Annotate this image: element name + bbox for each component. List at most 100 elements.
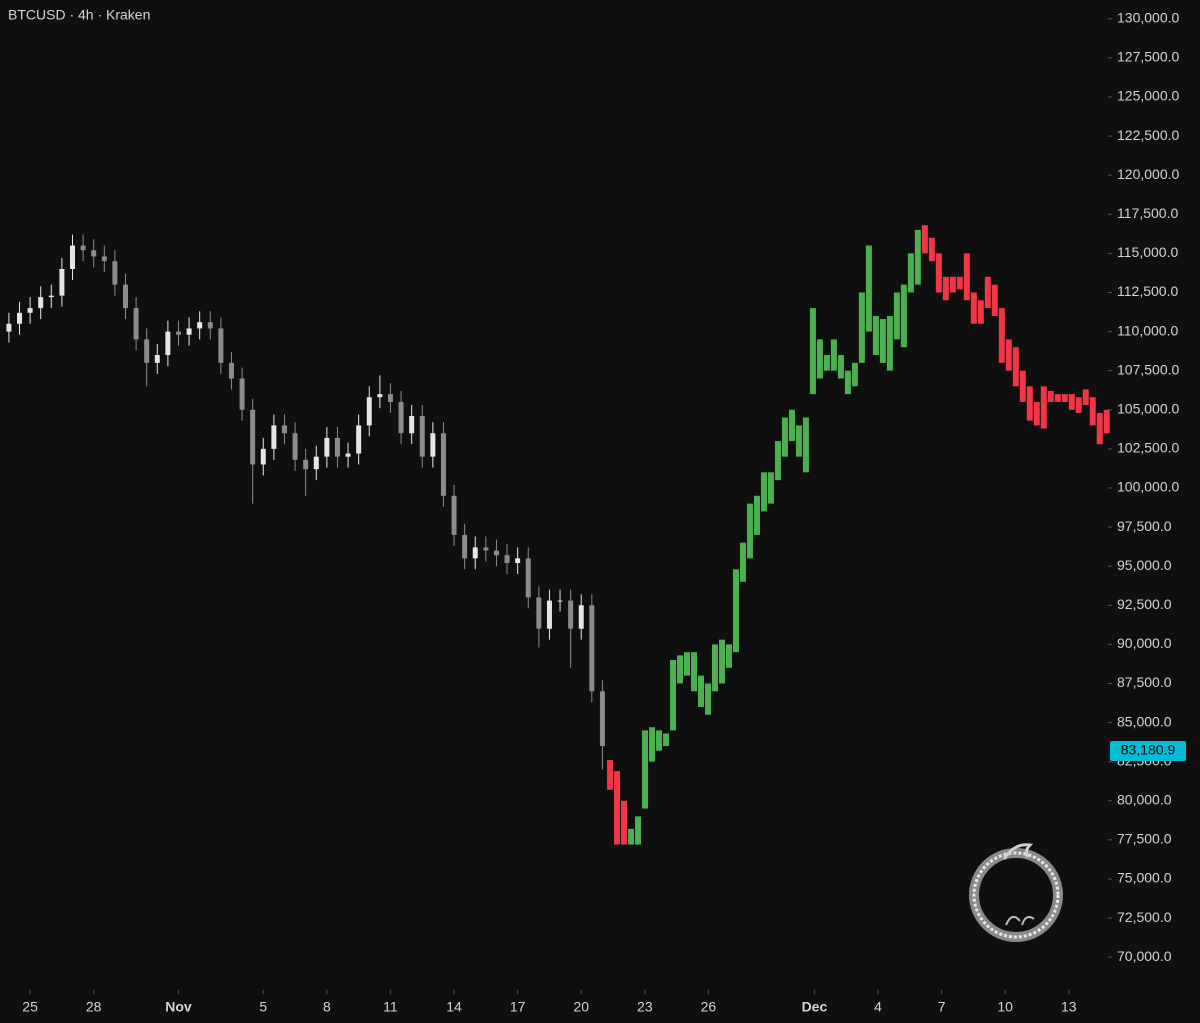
range-bar xyxy=(942,276,949,301)
last-price-box xyxy=(1110,741,1186,762)
candle-body xyxy=(462,534,468,559)
candle-body xyxy=(260,448,266,465)
candle-body xyxy=(366,397,372,426)
range-bar xyxy=(949,276,956,293)
candle-body xyxy=(451,495,457,535)
range-bar xyxy=(705,683,712,715)
candle-body xyxy=(292,433,298,460)
range-bar xyxy=(1103,409,1110,434)
y-tick-label: 130,000.0 xyxy=(1117,9,1179,25)
range-bar xyxy=(788,409,795,442)
candle-body xyxy=(197,322,203,329)
range-bar xyxy=(900,284,907,348)
logo xyxy=(969,843,1063,942)
range-bar xyxy=(970,292,977,324)
y-tick-label: 100,000.0 xyxy=(1117,479,1179,495)
range-bar xyxy=(858,292,865,363)
range-bar xyxy=(781,417,788,457)
x-tick-label: 14 xyxy=(446,999,462,1015)
y-tick-label: 97,500.0 xyxy=(1117,518,1172,534)
range-bar xyxy=(663,733,670,747)
x-tick-label: Nov xyxy=(165,999,192,1015)
y-tick-label: 85,000.0 xyxy=(1117,713,1172,729)
x-tick-label: 11 xyxy=(383,999,398,1015)
y-tick-label: 120,000.0 xyxy=(1117,166,1179,182)
y-tick-label: 122,500.0 xyxy=(1117,127,1179,143)
range-bar xyxy=(1026,386,1033,421)
logo-ring-detail xyxy=(972,851,1060,939)
candle-body xyxy=(91,250,97,257)
x-tick-label: 8 xyxy=(323,999,331,1015)
range-bar xyxy=(642,730,649,809)
range-bar xyxy=(774,441,781,481)
range-bar xyxy=(621,800,628,845)
range-bar xyxy=(767,472,774,504)
range-bar xyxy=(1082,389,1089,406)
candle-body xyxy=(589,605,595,692)
range-bar xyxy=(921,225,928,254)
x-tick-label: 20 xyxy=(573,999,589,1015)
candle-body xyxy=(175,331,181,335)
candle-body xyxy=(250,409,256,465)
x-tick-label: 17 xyxy=(510,999,526,1015)
x-tick-label: Dec xyxy=(802,999,828,1015)
candle-body xyxy=(493,550,499,556)
candle-body xyxy=(599,691,605,747)
plot-area xyxy=(6,225,1110,845)
candle-body xyxy=(38,297,44,309)
candle-body xyxy=(207,322,213,329)
range-bar xyxy=(1005,339,1012,371)
range-bar xyxy=(1040,386,1047,429)
range-bar xyxy=(830,339,837,371)
range-bar xyxy=(795,425,802,457)
candle-body xyxy=(133,308,139,340)
range-bar xyxy=(865,245,872,332)
candle-body xyxy=(281,425,287,434)
y-tick-label: 110,000.0 xyxy=(1117,322,1178,338)
candle-body xyxy=(356,425,362,454)
y-tick-label: 117,500.0 xyxy=(1117,205,1178,221)
candle-body xyxy=(239,378,245,410)
candle-body xyxy=(186,328,192,335)
y-tick-label: 105,000.0 xyxy=(1117,400,1179,416)
candle-body xyxy=(334,437,340,457)
candle-body xyxy=(122,284,128,309)
y-tick-label: 87,500.0 xyxy=(1117,674,1172,690)
range-bar xyxy=(977,300,984,324)
candle-body xyxy=(154,355,160,363)
y-tick-label: 92,500.0 xyxy=(1117,596,1172,612)
candle-body xyxy=(578,605,584,629)
range-bar xyxy=(1019,370,1026,402)
range-bar xyxy=(684,652,691,676)
range-bar xyxy=(907,253,914,293)
range-bar xyxy=(809,308,816,395)
candle-body xyxy=(27,308,33,313)
logo-head xyxy=(1002,843,1034,860)
range-bar xyxy=(1068,394,1075,410)
range-bar xyxy=(1061,394,1068,402)
y-tick-label: 90,000.0 xyxy=(1117,635,1172,651)
range-bar xyxy=(628,828,635,845)
candle-body xyxy=(69,245,75,270)
y-tick-label: 125,000.0 xyxy=(1117,88,1179,104)
x-tick-label: 23 xyxy=(637,999,653,1015)
chart-title: BTCUSD · 4h · Kraken xyxy=(8,7,150,23)
x-tick-label: 28 xyxy=(86,999,102,1015)
candle-body xyxy=(398,401,404,434)
range-bar xyxy=(1012,347,1019,387)
candle-body xyxy=(504,555,510,564)
range-bar xyxy=(614,771,621,845)
range-bar xyxy=(1096,412,1103,445)
candle-body xyxy=(525,558,531,598)
candle-body xyxy=(536,597,542,629)
candle-body xyxy=(440,433,446,496)
range-bar xyxy=(698,675,705,707)
range-bar xyxy=(691,652,698,692)
range-bar xyxy=(984,276,991,309)
range-bar xyxy=(893,292,900,340)
range-bar xyxy=(837,355,844,379)
candle-body xyxy=(271,425,277,449)
y-tick-label: 112,500.0 xyxy=(1117,283,1178,299)
candle-body xyxy=(48,295,54,298)
